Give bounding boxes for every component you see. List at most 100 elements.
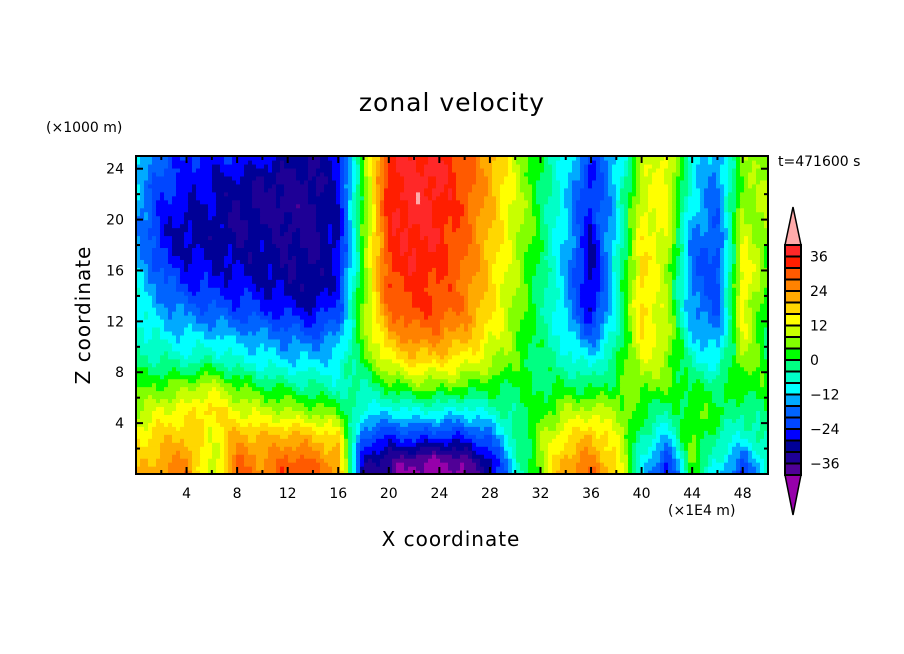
contour-cell <box>388 247 401 252</box>
contour-cell <box>620 195 629 201</box>
contour-cell <box>512 299 529 304</box>
contour-cell <box>588 247 597 252</box>
contour-cell <box>292 406 309 411</box>
contour-cell <box>508 311 525 316</box>
contour-cell <box>208 370 225 376</box>
contour-cell <box>540 470 545 475</box>
contour-cell <box>464 326 469 332</box>
contour-cell <box>612 422 621 427</box>
contour-cell <box>544 394 549 400</box>
contour-cell <box>612 299 617 304</box>
contour-cell <box>136 307 157 312</box>
contour-cell <box>352 382 361 388</box>
contour-cell <box>348 390 357 396</box>
contour-cell <box>732 303 737 308</box>
contour-cell <box>708 311 713 316</box>
contour-cell <box>696 259 709 264</box>
contour-cell <box>572 215 577 221</box>
contour-cell <box>596 243 601 249</box>
contour-cell <box>728 458 737 463</box>
contour-cell <box>756 450 769 455</box>
contour-cell <box>512 255 517 260</box>
contour-cell <box>728 338 733 344</box>
contour-cell <box>564 454 569 459</box>
contour-cell <box>764 342 769 348</box>
contour-cell <box>688 207 701 213</box>
contour-cell <box>504 326 509 332</box>
contour-cell <box>308 438 313 443</box>
contour-cell <box>184 231 193 237</box>
contour-cell <box>136 318 165 324</box>
contour-cell <box>484 334 489 340</box>
contour-cell <box>212 175 233 181</box>
contour-cell <box>684 350 689 356</box>
contour-cell <box>636 283 641 288</box>
contour-cell <box>580 283 601 288</box>
contour-cell <box>448 307 453 312</box>
contour-cell <box>340 390 349 396</box>
contour-cell <box>180 334 205 340</box>
contour-cell <box>264 394 285 400</box>
contour-cell <box>672 422 681 427</box>
contour-cell <box>580 175 585 181</box>
contour-cell <box>280 231 285 237</box>
contour-cell <box>504 279 521 284</box>
contour-cell <box>624 239 629 245</box>
contour-cell <box>208 406 229 411</box>
contour-cell <box>228 366 233 372</box>
contour-cell <box>276 183 285 189</box>
contour-cell <box>228 311 253 316</box>
contour-cell <box>260 239 265 245</box>
contour-cell <box>488 231 505 237</box>
contour-cell <box>172 342 197 348</box>
contour-cell <box>632 255 641 260</box>
contour-cell <box>368 199 373 205</box>
contour-cell <box>252 279 277 284</box>
contour-cell <box>352 362 357 368</box>
contour-cell <box>136 315 145 320</box>
contour-cell <box>188 458 193 463</box>
contour-cell <box>596 295 601 300</box>
contour-cell <box>544 315 553 320</box>
contour-cell <box>520 386 533 392</box>
contour-cell <box>192 470 201 475</box>
contour-cell <box>712 215 721 221</box>
contour-cell <box>368 211 373 217</box>
contour-cell <box>736 303 741 308</box>
contour-cell <box>500 247 513 252</box>
contour-cell <box>280 466 285 471</box>
contour-cell <box>372 175 377 181</box>
contour-cell <box>348 462 353 467</box>
contour-cell <box>696 179 709 185</box>
contour-cell <box>352 426 357 431</box>
contour-cell <box>300 315 317 320</box>
contour-cell <box>356 267 361 272</box>
contour-cell <box>672 247 681 252</box>
contour-cell <box>532 203 541 209</box>
contour-cell <box>616 358 625 364</box>
contour-cell <box>728 271 733 276</box>
contour-cell <box>656 326 673 332</box>
contour-cell <box>752 338 757 344</box>
contour-cell <box>492 362 509 368</box>
contour-cell <box>604 283 609 288</box>
contour-cell <box>388 235 401 241</box>
contour-cell <box>532 338 541 344</box>
contour-cell <box>248 251 253 256</box>
contour-cell <box>624 311 629 316</box>
contour-cell <box>668 386 689 392</box>
contour-cell <box>544 303 557 308</box>
contour-cell <box>596 299 601 304</box>
contour-cell <box>412 251 417 256</box>
contour-cell <box>380 199 385 205</box>
contour-cell <box>320 247 333 252</box>
contour-cell <box>324 322 341 328</box>
contour-cell <box>724 275 729 280</box>
contour-cell <box>516 183 521 189</box>
contour-cell <box>388 446 393 451</box>
contour-cell <box>136 406 145 411</box>
contour-cell <box>720 295 725 300</box>
contour-cell <box>492 267 509 272</box>
contour-cell <box>136 334 145 340</box>
contour-cell <box>724 187 729 193</box>
